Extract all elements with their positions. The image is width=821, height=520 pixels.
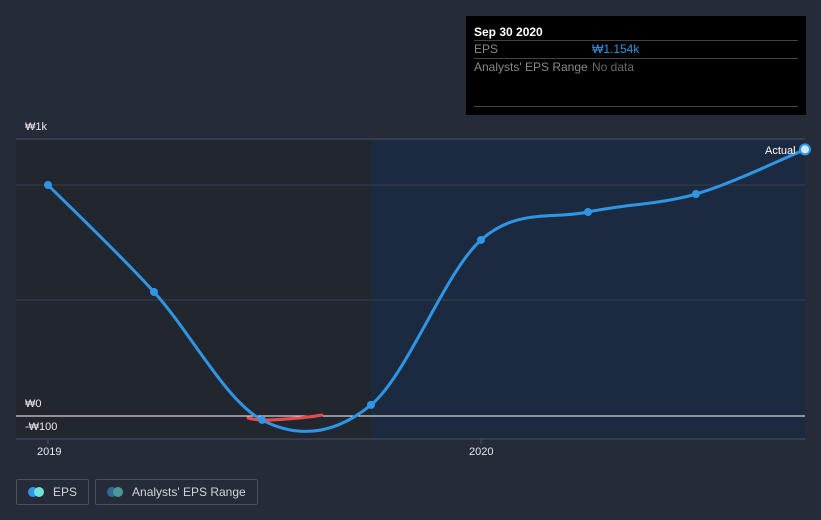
y-label-neg100: -₩100 bbox=[25, 421, 58, 433]
eps-points[interactable] bbox=[44, 143, 811, 424]
legend-range-label: Analysts' EPS Range bbox=[132, 485, 246, 499]
eps-legend-icon bbox=[28, 487, 44, 497]
eps-negative-segment bbox=[246, 413, 324, 422]
eps-data-point[interactable] bbox=[799, 143, 811, 156]
eps-data-point[interactable] bbox=[692, 190, 700, 199]
eps-data-point[interactable] bbox=[584, 208, 592, 217]
past-region bbox=[16, 139, 371, 439]
range-legend-icon bbox=[107, 487, 124, 497]
tooltip: Sep 30 2020 EPS ₩1.154k Analysts' EPS Ra… bbox=[466, 16, 806, 115]
tooltip-date: Sep 30 2020 bbox=[474, 25, 543, 39]
legend: EPS Analysts' EPS Range bbox=[16, 479, 258, 505]
eps-data-point[interactable] bbox=[44, 181, 52, 189]
actual-annotation: Actual bbox=[765, 145, 796, 157]
tooltip-eps-label: EPS bbox=[474, 42, 499, 56]
eps-data-point[interactable] bbox=[477, 235, 485, 244]
tooltip-range-label: Analysts' EPS Range bbox=[474, 60, 588, 74]
x-label-2020: 2020 bbox=[469, 446, 494, 458]
x-label-2019: 2019 bbox=[37, 446, 62, 458]
legend-eps-label: EPS bbox=[53, 485, 78, 499]
tooltip-eps-value: ₩1.154k bbox=[592, 42, 640, 56]
tooltip-range-value: No data bbox=[592, 60, 635, 74]
y-label-1k: ₩1k bbox=[25, 121, 47, 133]
legend-analysts-range[interactable]: Analysts' EPS Range bbox=[95, 479, 258, 505]
tooltip-row-range: Analysts' EPS Range No data bbox=[474, 58, 798, 76]
y-label-0: ₩0 bbox=[25, 398, 42, 410]
eps-data-point[interactable] bbox=[258, 415, 266, 424]
eps-line bbox=[46, 147, 807, 433]
tooltip-row-eps: EPS ₩1.154k bbox=[474, 40, 798, 58]
eps-data-point[interactable] bbox=[150, 287, 158, 296]
eps-data-point[interactable] bbox=[367, 400, 375, 409]
legend-eps[interactable]: EPS bbox=[16, 479, 90, 505]
forecast-region bbox=[371, 139, 805, 439]
